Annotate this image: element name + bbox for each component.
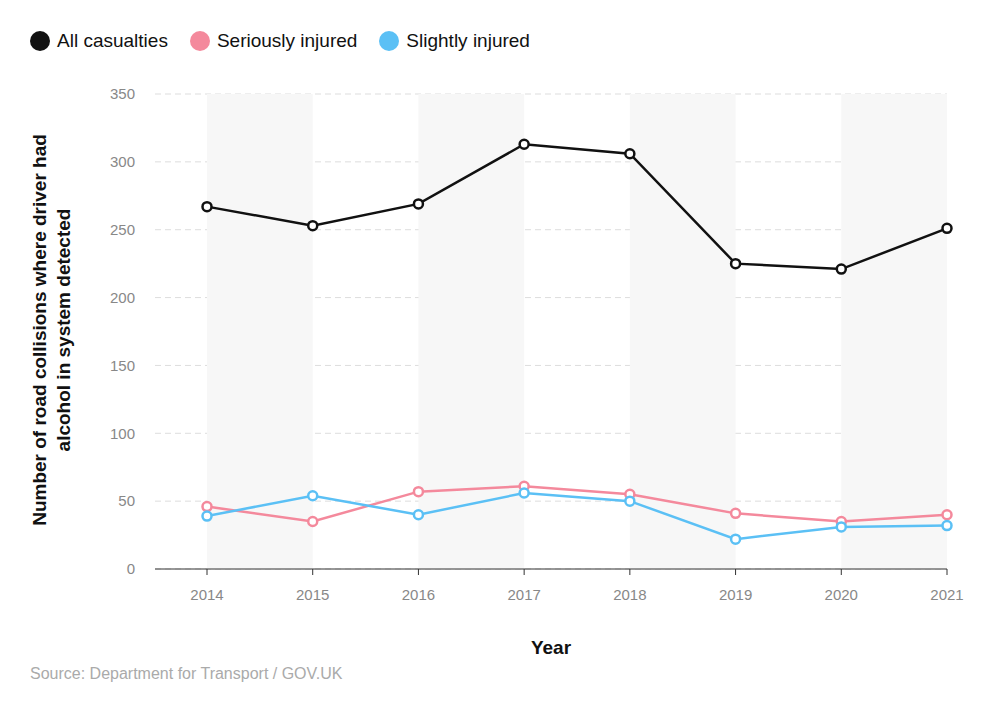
svg-text:250: 250	[110, 221, 135, 238]
svg-text:2020: 2020	[825, 586, 858, 603]
svg-text:2014: 2014	[190, 586, 223, 603]
html-text:All casualties: All casualties	[57, 30, 168, 51]
svg-text:Number of road collisions wher: Number of road collisions where driver h…	[29, 134, 74, 526]
svg-text:Year: Year	[531, 637, 572, 658]
svg-text:2017: 2017	[507, 586, 540, 603]
svg-text:100: 100	[110, 425, 135, 442]
svg-text:300: 300	[110, 153, 135, 170]
html-text:Slightly injured: Slightly injured	[406, 30, 530, 51]
svg-text:2016: 2016	[402, 586, 435, 603]
svg-text:2015: 2015	[296, 586, 329, 603]
html-text:Source: Department for Transpo: Source: Department for Transport / GOV.U…	[30, 665, 343, 682]
svg-text:2021: 2021	[930, 586, 963, 603]
svg-text:50: 50	[118, 492, 135, 509]
svg-text:350: 350	[110, 85, 135, 102]
svg-text:200: 200	[110, 289, 135, 306]
html-text:Seriously injured: Seriously injured	[216, 30, 358, 51]
svg-text:2018: 2018	[613, 586, 646, 603]
svg-text:150: 150	[110, 357, 135, 374]
svg-text:0: 0	[127, 560, 135, 577]
svg-text:2019: 2019	[719, 586, 752, 603]
